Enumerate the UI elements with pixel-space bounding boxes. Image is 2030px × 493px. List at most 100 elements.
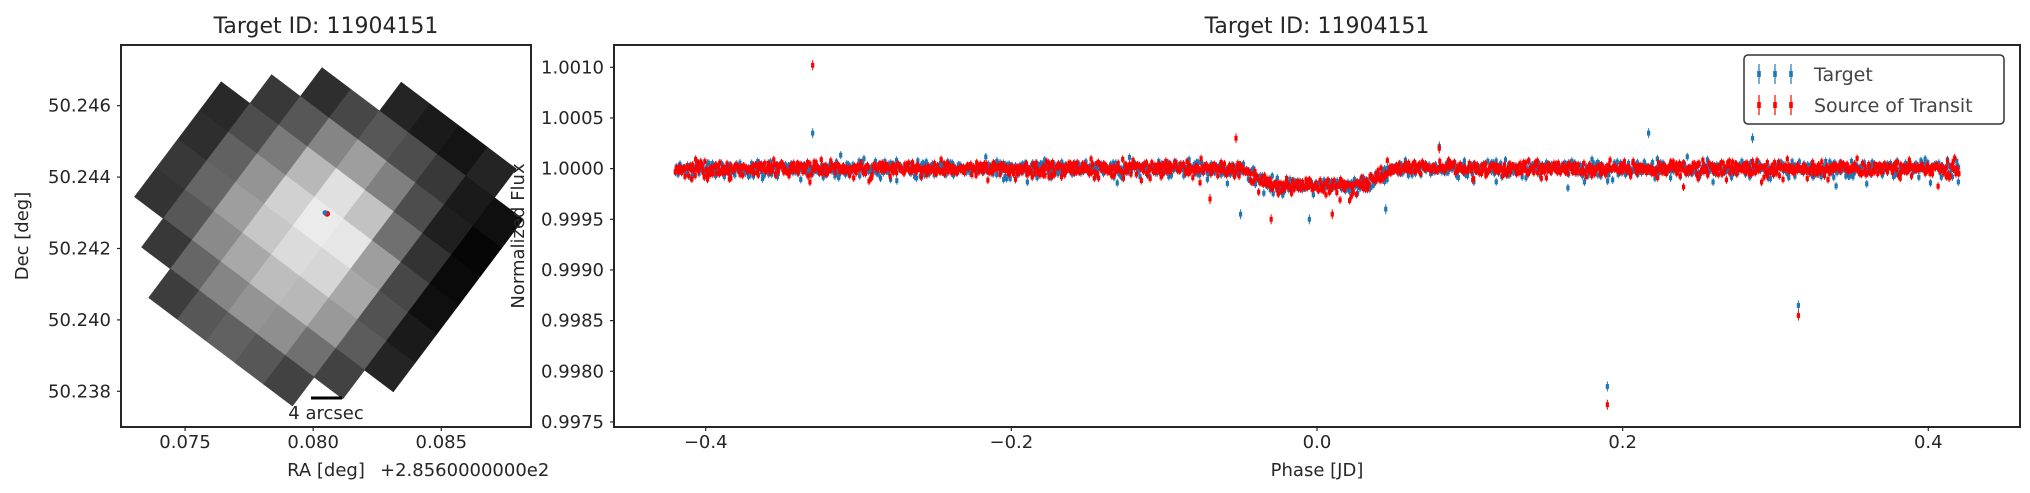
data-point — [1091, 161, 1095, 167]
image-panel-title: Target ID: 11904151 — [213, 14, 439, 39]
data-point — [1047, 160, 1051, 166]
data-point — [750, 166, 755, 172]
data-point — [1288, 184, 1292, 190]
data-point — [759, 169, 764, 175]
data-point — [1155, 165, 1159, 171]
data-point — [1748, 160, 1753, 166]
data-point — [1212, 162, 1216, 167]
data-point — [1034, 160, 1038, 166]
data-point — [828, 167, 832, 173]
data-point — [1705, 157, 1710, 163]
data-point — [765, 167, 770, 172]
data-point — [796, 170, 800, 176]
data-point — [1382, 166, 1387, 172]
data-point — [1329, 187, 1333, 193]
data-point — [841, 163, 846, 169]
data-point — [1928, 180, 1933, 186]
data-point — [701, 170, 705, 176]
data-point — [1463, 172, 1468, 177]
data-point — [1657, 170, 1661, 176]
data-point — [744, 165, 748, 171]
data-point — [1398, 170, 1402, 176]
data-point — [699, 159, 703, 165]
data-point — [1750, 135, 1755, 141]
data-point — [722, 174, 726, 180]
data-point — [1476, 165, 1480, 171]
data-point — [1283, 185, 1287, 191]
data-point — [718, 160, 722, 166]
data-point — [1154, 170, 1158, 176]
data-point — [1082, 161, 1086, 167]
data-point — [1035, 165, 1039, 171]
data-point — [838, 168, 842, 174]
data-point — [1308, 178, 1312, 183]
data-point — [839, 152, 843, 158]
data-point — [1384, 170, 1388, 176]
data-point — [1711, 179, 1715, 185]
data-point — [1193, 169, 1197, 175]
data-point — [977, 169, 981, 175]
data-point — [1071, 165, 1075, 170]
data-point — [1182, 173, 1186, 179]
data-point — [1052, 161, 1056, 167]
data-point — [1319, 186, 1323, 192]
data-point — [1346, 182, 1350, 188]
data-point — [876, 171, 880, 177]
data-point — [1309, 181, 1313, 187]
data-point — [1472, 176, 1476, 181]
data-point — [1364, 177, 1368, 183]
data-point — [1179, 163, 1184, 169]
data-point — [787, 173, 791, 179]
data-point — [1164, 158, 1168, 164]
data-point — [1447, 158, 1452, 164]
data-point — [1048, 163, 1053, 169]
data-point — [1051, 165, 1055, 170]
data-point — [824, 163, 828, 169]
data-point — [712, 169, 717, 174]
data-point — [873, 158, 878, 164]
data-point — [1120, 169, 1124, 175]
image-y-tick-label: 50.240 — [48, 310, 111, 331]
data-point — [848, 173, 852, 178]
data-point — [910, 160, 915, 166]
data-point — [837, 173, 841, 179]
data-point — [1357, 180, 1361, 186]
data-point — [1470, 168, 1474, 174]
data-point — [1659, 160, 1663, 166]
data-point — [853, 165, 858, 171]
data-point — [783, 162, 788, 168]
data-point — [1494, 179, 1498, 185]
scale-bar: 4 arcsec — [288, 396, 364, 424]
data-point — [1922, 161, 1926, 167]
data-point — [1163, 165, 1167, 171]
data-point — [1187, 162, 1191, 168]
data-point — [770, 167, 775, 173]
data-point — [1165, 163, 1169, 169]
data-point — [1279, 181, 1283, 186]
data-point — [1230, 167, 1234, 173]
data-point — [1220, 167, 1224, 173]
data-point — [746, 168, 750, 174]
data-point — [1053, 169, 1057, 175]
data-point — [755, 170, 760, 175]
data-point — [1056, 171, 1060, 177]
data-point — [1271, 191, 1275, 197]
data-point — [878, 175, 883, 181]
data-point — [1231, 163, 1235, 169]
data-point — [1489, 168, 1494, 174]
data-point — [880, 160, 884, 166]
data-point — [902, 170, 906, 176]
data-point — [714, 162, 718, 168]
data-point — [1038, 172, 1042, 178]
data-point — [1696, 170, 1701, 176]
data-point — [1376, 168, 1380, 173]
data-point — [1003, 168, 1008, 174]
data-point — [1790, 159, 1794, 164]
data-point — [1201, 167, 1205, 172]
data-point — [1112, 164, 1116, 169]
data-point — [821, 174, 825, 180]
data-point — [829, 158, 833, 164]
data-point — [907, 160, 911, 166]
data-point — [1611, 177, 1615, 183]
data-point — [760, 167, 764, 172]
